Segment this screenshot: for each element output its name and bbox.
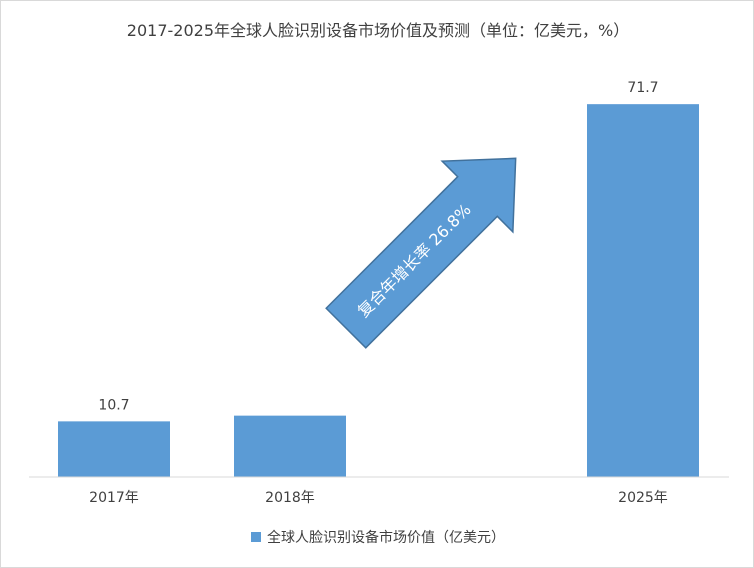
chart-title: 2017-2025年全球人脸识别设备市场价值及预测（单位：亿美元，%） — [126, 21, 630, 40]
legend: 全球人脸识别设备市场价值（亿美元） — [1, 527, 753, 547]
cagr-arrow-shape — [325, 157, 517, 349]
bar-2017年 — [58, 421, 170, 477]
bars-group — [58, 104, 699, 477]
x-tick-label: 2025年 — [618, 490, 668, 506]
cagr-arrow: 复合年增长率 26.8% — [325, 157, 517, 349]
x-tick-label: 2018年 — [265, 490, 315, 506]
data-label-2025年: 71.7 — [627, 80, 658, 96]
legend-swatch — [251, 532, 261, 542]
x-tick-label: 2017年 — [89, 490, 139, 506]
data-labels-group: 10.7 71.7 — [98, 80, 658, 413]
x-tick-labels-group: 2017年 2018年 2025年 — [89, 490, 668, 506]
cagr-annotation: 复合年增长率 26.8% — [354, 200, 475, 321]
data-label-2017年: 10.7 — [98, 397, 129, 413]
bar-2018年 — [234, 415, 346, 477]
legend-label: 全球人脸识别设备市场价值（亿美元） — [267, 530, 505, 546]
bar-2025年 — [587, 104, 699, 477]
